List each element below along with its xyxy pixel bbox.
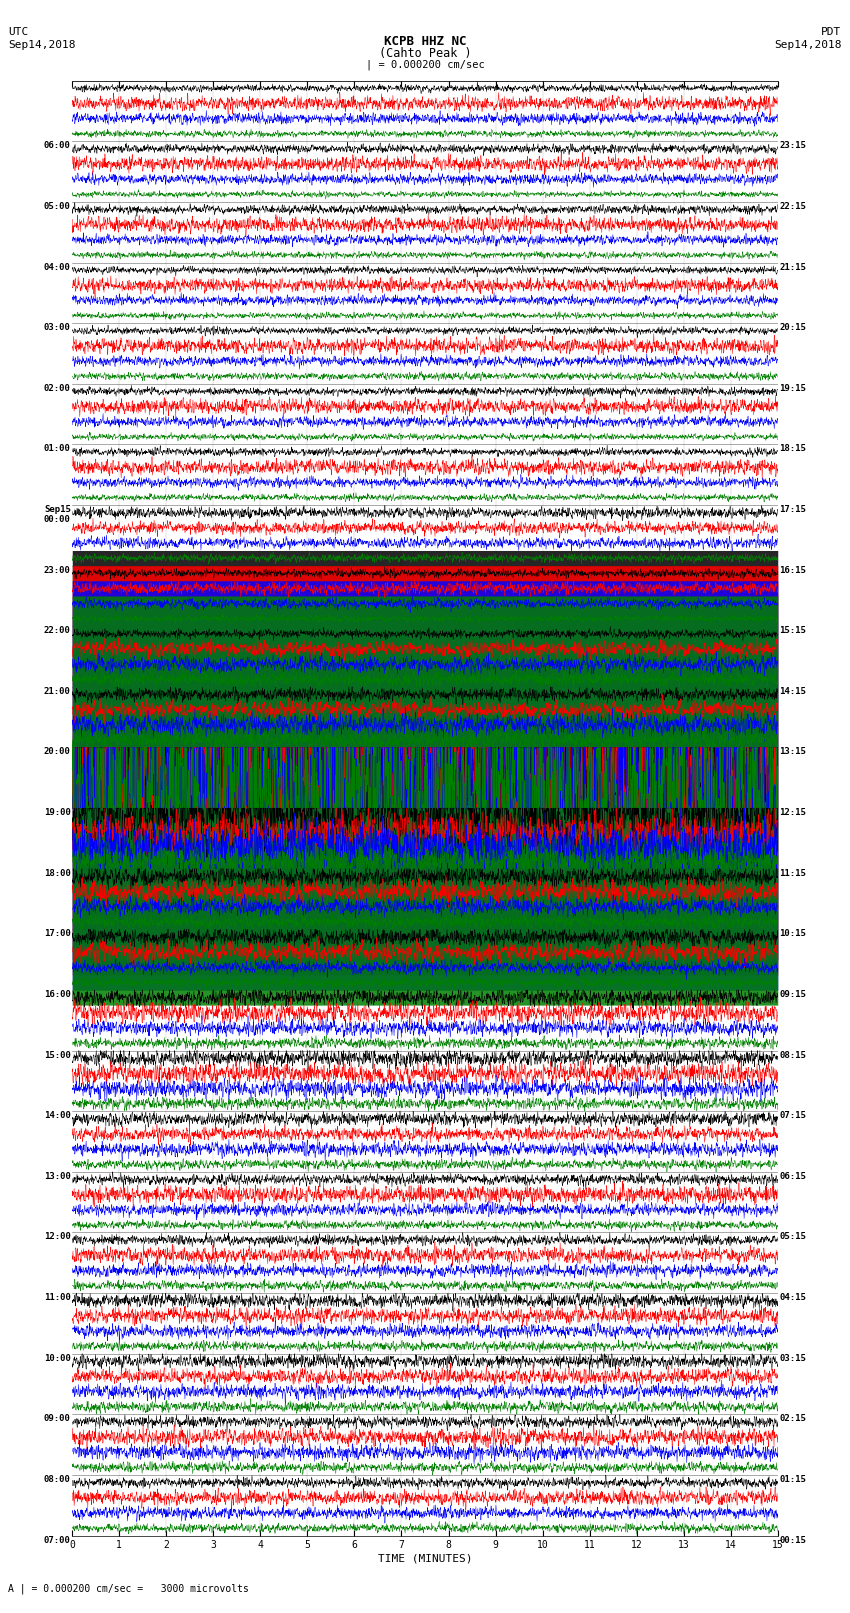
Text: 05:15: 05:15 <box>779 1232 806 1242</box>
Text: 01:15: 01:15 <box>779 1474 806 1484</box>
Text: 14:15: 14:15 <box>779 687 806 695</box>
Text: 20:15: 20:15 <box>779 323 806 332</box>
Text: PDT: PDT <box>821 27 842 37</box>
Text: 09:15: 09:15 <box>779 990 806 998</box>
Text: 11:15: 11:15 <box>779 869 806 877</box>
Text: 07:15: 07:15 <box>779 1111 806 1119</box>
Text: 17:15: 17:15 <box>779 505 806 515</box>
Text: 12:00: 12:00 <box>44 1232 71 1242</box>
Text: UTC: UTC <box>8 27 29 37</box>
X-axis label: TIME (MINUTES): TIME (MINUTES) <box>377 1553 473 1563</box>
Text: 20:00: 20:00 <box>44 747 71 756</box>
Text: 14:00: 14:00 <box>44 1111 71 1119</box>
Text: 09:00: 09:00 <box>44 1415 71 1423</box>
Text: 01:00: 01:00 <box>44 444 71 453</box>
Text: 21:00: 21:00 <box>44 687 71 695</box>
Text: 08:00: 08:00 <box>44 1474 71 1484</box>
Text: 23:00: 23:00 <box>44 566 71 574</box>
Text: 06:00: 06:00 <box>44 142 71 150</box>
Text: 19:15: 19:15 <box>779 384 806 392</box>
Text: 22:15: 22:15 <box>779 202 806 211</box>
Text: 03:00: 03:00 <box>44 323 71 332</box>
Text: 00:15: 00:15 <box>779 1536 806 1545</box>
Text: 22:00: 22:00 <box>44 626 71 636</box>
Text: 21:15: 21:15 <box>779 263 806 271</box>
Text: 16:15: 16:15 <box>779 566 806 574</box>
Text: 13:00: 13:00 <box>44 1171 71 1181</box>
Text: 18:00: 18:00 <box>44 869 71 877</box>
Text: 05:00: 05:00 <box>44 202 71 211</box>
Text: 17:00: 17:00 <box>44 929 71 939</box>
Text: Sep14,2018: Sep14,2018 <box>8 40 76 50</box>
Text: 10:00: 10:00 <box>44 1353 71 1363</box>
Text: 04:15: 04:15 <box>779 1294 806 1302</box>
Text: 12:15: 12:15 <box>779 808 806 818</box>
Text: A | = 0.000200 cm/sec =   3000 microvolts: A | = 0.000200 cm/sec = 3000 microvolts <box>8 1582 249 1594</box>
Text: 07:00: 07:00 <box>44 1536 71 1545</box>
Text: 19:00: 19:00 <box>44 808 71 818</box>
Text: 15:15: 15:15 <box>779 626 806 636</box>
Text: KCPB HHZ NC: KCPB HHZ NC <box>383 35 467 48</box>
Text: (Cahto Peak ): (Cahto Peak ) <box>379 47 471 60</box>
Text: 06:15: 06:15 <box>779 1171 806 1181</box>
Text: 02:00: 02:00 <box>44 384 71 392</box>
Text: 23:15: 23:15 <box>779 142 806 150</box>
Text: 03:15: 03:15 <box>779 1353 806 1363</box>
Text: 04:00: 04:00 <box>44 263 71 271</box>
Text: 11:00: 11:00 <box>44 1294 71 1302</box>
Text: 16:00: 16:00 <box>44 990 71 998</box>
Text: Sep14,2018: Sep14,2018 <box>774 40 842 50</box>
Text: 18:15: 18:15 <box>779 444 806 453</box>
Text: Sep15
00:00: Sep15 00:00 <box>44 505 71 524</box>
Text: 02:15: 02:15 <box>779 1415 806 1423</box>
Text: | = 0.000200 cm/sec: | = 0.000200 cm/sec <box>366 60 484 71</box>
Text: 08:15: 08:15 <box>779 1050 806 1060</box>
Text: 13:15: 13:15 <box>779 747 806 756</box>
Text: 15:00: 15:00 <box>44 1050 71 1060</box>
Text: 10:15: 10:15 <box>779 929 806 939</box>
